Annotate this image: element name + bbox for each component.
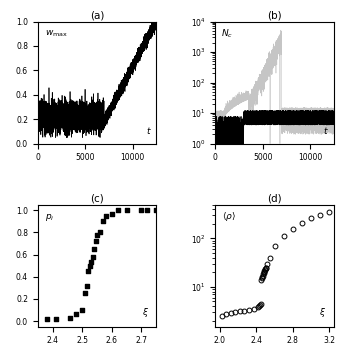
Text: $t$: $t$ xyxy=(146,125,151,136)
Point xyxy=(94,232,100,237)
Point xyxy=(144,207,150,213)
Point xyxy=(84,283,89,289)
Point xyxy=(74,312,79,317)
Point xyxy=(97,229,103,235)
Text: $\xi$: $\xi$ xyxy=(142,306,149,320)
Text: $\xi$: $\xi$ xyxy=(320,306,326,320)
Point xyxy=(93,238,98,244)
Text: $w_{\rm max}$: $w_{\rm max}$ xyxy=(45,29,68,39)
Text: $t$: $t$ xyxy=(323,125,329,136)
Point xyxy=(68,315,73,321)
Point xyxy=(139,207,144,213)
Point xyxy=(115,207,120,213)
Point xyxy=(90,254,95,260)
Point xyxy=(79,307,85,313)
Point xyxy=(88,260,94,265)
Text: $\langle\rho\rangle$: $\langle\rho\rangle$ xyxy=(223,210,236,223)
Point xyxy=(103,213,109,219)
Title: (b): (b) xyxy=(267,11,282,21)
Point xyxy=(100,218,106,224)
Point xyxy=(124,207,129,213)
Point xyxy=(87,263,93,269)
Point xyxy=(85,268,91,274)
Title: (d): (d) xyxy=(267,194,282,204)
Point xyxy=(53,316,58,322)
Point xyxy=(109,211,115,216)
Text: $p_i$: $p_i$ xyxy=(45,212,54,223)
Point xyxy=(153,207,159,213)
Point xyxy=(83,290,88,296)
Point xyxy=(44,316,50,322)
Title: (c): (c) xyxy=(90,194,104,204)
Title: (a): (a) xyxy=(90,11,104,21)
Point xyxy=(91,246,97,252)
Text: $N_c$: $N_c$ xyxy=(221,28,234,40)
